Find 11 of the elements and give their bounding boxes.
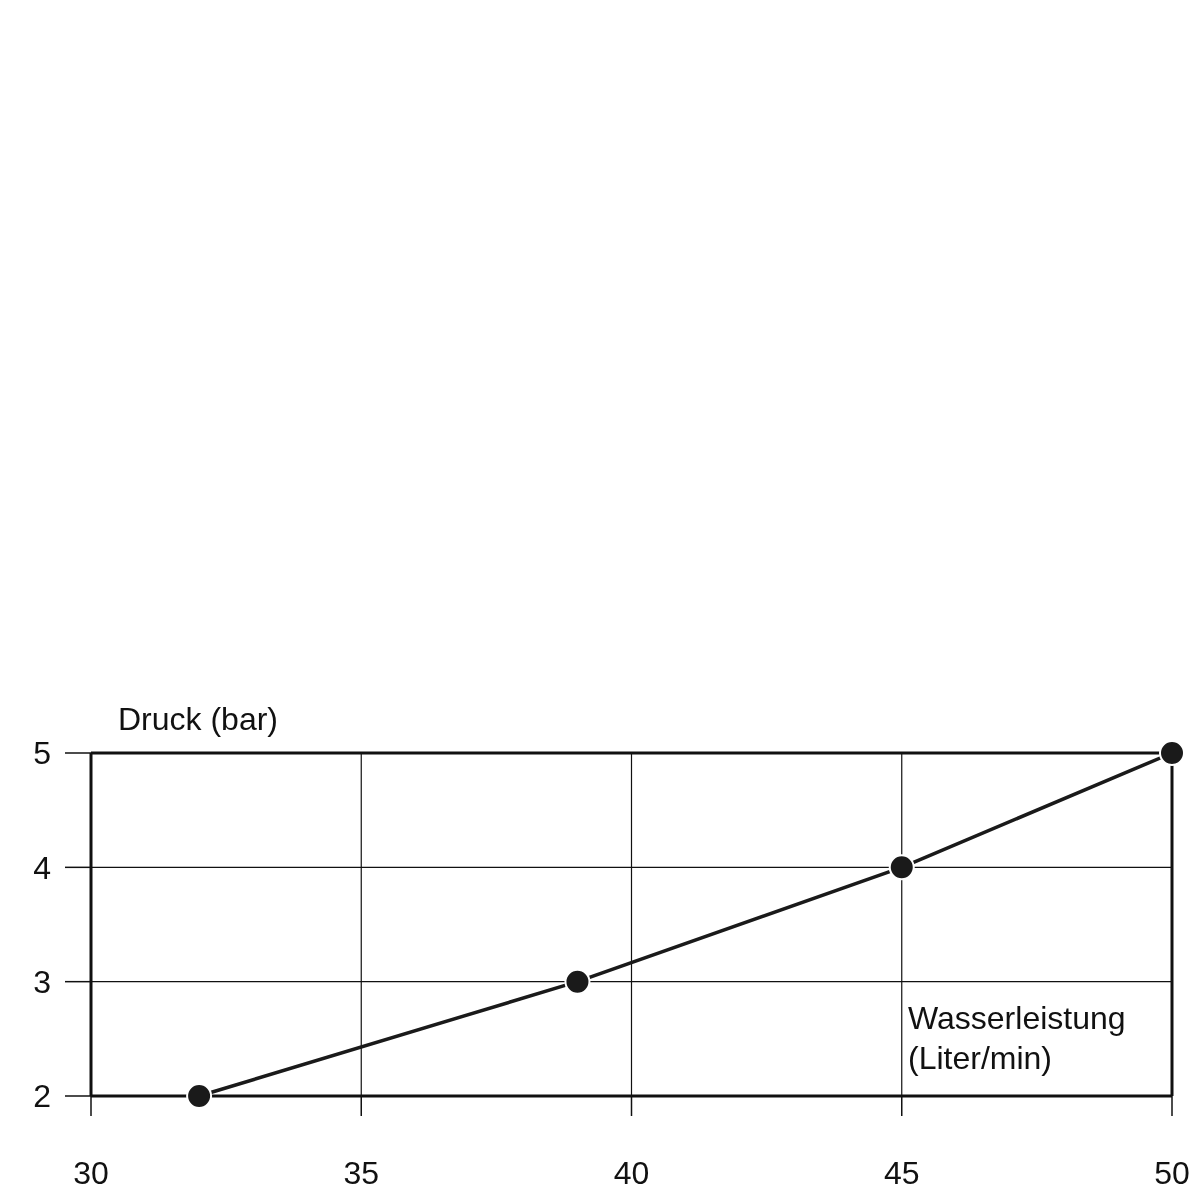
x-tick-label: 45 xyxy=(883,1154,920,1191)
y-axis-title: Druck (bar) xyxy=(118,701,279,738)
y-tick-label: 5 xyxy=(33,735,51,772)
y-tick-label: 2 xyxy=(33,1078,51,1115)
y-tick-label: 3 xyxy=(33,964,51,1001)
x-axis-title: Wasserleistung (Liter/min) xyxy=(908,998,1170,1078)
x-tick-label: 40 xyxy=(613,1154,650,1191)
y-tick-label: 4 xyxy=(33,849,51,886)
x-tick-label: 35 xyxy=(343,1154,380,1191)
x-tick-label: 50 xyxy=(1154,1154,1190,1191)
x-tick-label: 30 xyxy=(73,1154,109,1191)
